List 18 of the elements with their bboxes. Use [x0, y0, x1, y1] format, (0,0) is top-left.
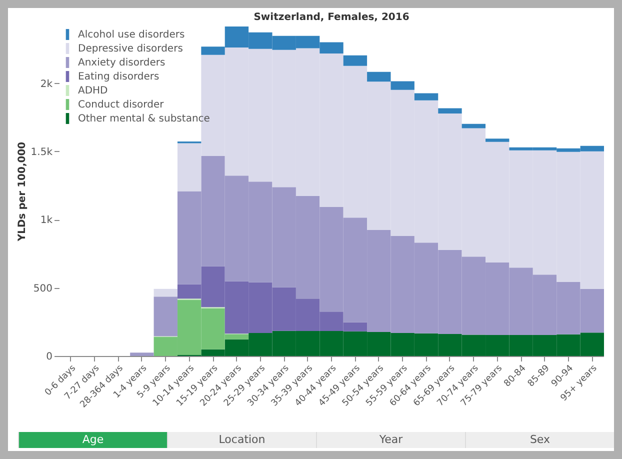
- legend-label: Eating disorders: [78, 72, 160, 82]
- legend-label: Conduct disorder: [78, 100, 165, 110]
- legend-label: Anxiety disorders: [78, 58, 166, 68]
- legend-label: Alcohol use disorders: [78, 30, 185, 40]
- legend-label: ADHD: [78, 86, 108, 96]
- y-tick-label: 500: [33, 283, 52, 294]
- y-tick-label: 1k: [40, 215, 53, 226]
- text: Location: [167, 432, 316, 448]
- legend-label: Depressive disorders: [78, 44, 183, 54]
- text: Sex: [465, 432, 614, 448]
- chart-title: Switzerland, Females, 2016: [254, 12, 410, 23]
- text: Year: [316, 432, 465, 448]
- legend-label: Other mental & substance: [78, 114, 210, 124]
- y-tick-label: 2k: [40, 78, 53, 90]
- text: Age: [18, 432, 167, 448]
- y-axis-title: YLDs per 100,000: [16, 142, 28, 242]
- y-tick-label: 1.5k: [30, 146, 53, 158]
- y-tick-label: 0: [46, 352, 52, 362]
